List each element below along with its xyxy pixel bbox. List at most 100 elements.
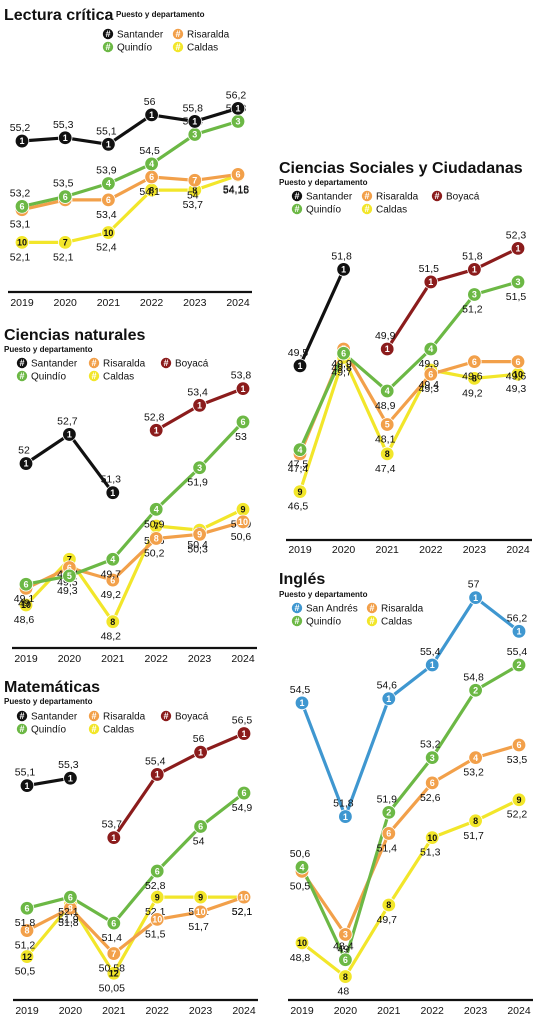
point-value-label: 51,7 [188,921,209,933]
legend-marker: # [294,191,299,201]
point-rank: 3 [192,130,197,140]
point-value-label: 47,4 [375,463,396,475]
data-point: 653,5 [507,737,527,766]
point-marker [148,423,164,438]
legend-item-quindio: # Quindío [16,723,66,736]
point-value-label: 51,8 [331,250,352,262]
point-rank: 6 [516,740,521,750]
data-point: 156 [144,96,159,123]
legend-marker: # [91,711,96,721]
point-value-label: 54,15 [223,184,249,196]
x-tick-label: 2019 [15,1005,39,1017]
x-tick-label: 2019 [10,297,34,309]
legend-marker: # [434,191,439,201]
point-marker [423,274,439,290]
point-value-label: 53,1 [10,219,31,231]
point-value-label: 56,2 [226,89,247,101]
data-point: 651,4 [102,915,122,944]
legend-swatch [160,710,172,722]
data-point: 151,8 [333,798,354,824]
x-tick-label: 2022 [145,653,169,665]
point-rank: 9 [198,892,203,902]
legend-swatch [291,190,303,202]
data-point: 10 51,5 [145,912,166,940]
point-rank: 12 [109,968,119,978]
point-marker [468,590,483,605]
x-tick-label: 2024 [232,1005,256,1017]
point-value-label: 55,4 [507,646,528,658]
legend-marker: # [105,42,110,52]
series-line-boyaca [385,246,520,351]
point-rank: 9 [197,529,202,539]
point-rank: 7 [154,521,159,531]
data-point: 255,4 [507,646,528,673]
point-marker [14,199,30,214]
point-value-label: 48,9 [375,400,396,412]
legend-label: Caldas [376,205,407,216]
data-point: 848,2 [101,614,121,643]
point-marker [423,366,439,382]
point-value-label: 49,9 [375,330,396,342]
point-rank: 10 [297,938,307,948]
point-rank: 1 [197,400,202,410]
point-marker [467,287,482,302]
point-rank: 10 [21,600,31,610]
data-point: 152,8 [144,411,165,438]
point-rank: 6 [19,202,24,212]
point-value-label: 48,8 [290,952,311,964]
point-rank: 2 [516,660,521,670]
point-value-label: 54,5 [139,145,160,157]
legend-label: Boyacá [175,712,209,723]
point-rank: 4 [154,505,159,515]
data-point: 853,7 [183,182,203,211]
data-point: 449,7 [101,552,121,580]
point-value-label: 51,7 [463,830,484,842]
data-point: 10 48,6 [14,597,34,626]
legend-item-quindio: # Quindío [102,41,152,54]
point-value-label: 53,8 [231,370,252,382]
point-marker [425,657,440,673]
legend-item-caldas: # Caldas [172,41,218,54]
point-rank: 3 [472,290,477,300]
legend-swatch [172,28,184,40]
data-point: 10 52,1 [232,889,252,918]
legend-marker: # [105,29,110,39]
point-marker [57,130,73,145]
point-marker [292,358,308,374]
data-point: 754 [187,173,203,201]
point-marker [19,901,35,916]
point-value-label: 52,4 [96,242,117,254]
series-line-boyaca [112,731,246,840]
series-line-risaralda [24,520,245,591]
data-point: 652,1 [58,889,79,918]
point-rank: 6 [106,195,111,205]
series-line-quindio [300,663,521,962]
point-value-label: 50,9 [144,518,165,530]
x-tick-label: 2019 [290,1005,314,1017]
data-point: 649,1 [14,577,34,605]
series-santander: 155,1 155,3 [15,759,79,793]
point-marker [510,241,526,256]
data-point: 156 [193,733,208,760]
point-value-label: 53,5 [53,178,74,190]
point-rank: 4 [110,554,115,564]
point-marker [380,417,395,432]
data-point: 653,4 [96,192,117,221]
x-tick-label: 2020 [59,1005,83,1017]
chart-title: Ciencias Sociales y Ciudadanas [279,160,523,177]
point-marker [338,969,353,984]
point-rank: 7 [192,175,197,185]
point-marker [468,683,483,698]
point-marker [236,889,252,905]
point-marker [101,176,116,191]
point-rank: 8 [473,816,478,826]
data-point: 154,5 [290,684,310,711]
data-point: 449,9 [419,341,439,370]
point-marker [62,568,77,584]
point-rank: 6 [198,822,203,832]
data-point: 351,2 [462,287,483,316]
